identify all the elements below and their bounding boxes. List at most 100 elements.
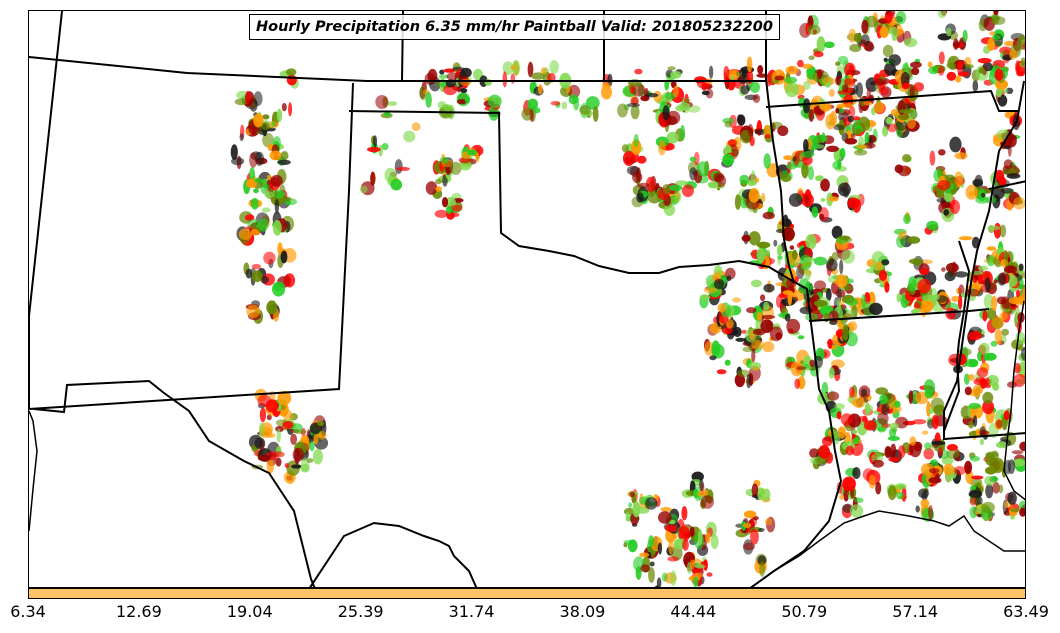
texas-rio-grande [309, 521, 478, 587]
paintball-blob [863, 420, 877, 431]
paintball-blob [713, 278, 725, 290]
paintball-blob [985, 451, 999, 458]
paintball-blob [991, 475, 998, 482]
paintball-blob [859, 97, 866, 107]
paintball-blob [777, 255, 783, 260]
paintball-blob [978, 67, 985, 74]
paintball-blob [789, 245, 795, 251]
map-panel [28, 10, 1026, 588]
paintball-blob [694, 564, 706, 569]
paintball-blob [763, 283, 775, 293]
paintball-blob [846, 298, 859, 306]
map-canvas [29, 11, 1025, 587]
paintball-blob [678, 526, 691, 542]
paintball-blob [1019, 441, 1025, 452]
paintball-blob [993, 279, 998, 284]
paintball-blob [550, 101, 561, 106]
paintball-blob [262, 114, 270, 120]
paintball-blob [274, 199, 280, 214]
paintball-blob [309, 440, 315, 452]
paintball-blob [751, 348, 756, 363]
paintball-blob [943, 193, 954, 202]
paintball-blob [875, 481, 882, 495]
paintball-blob [981, 501, 995, 514]
paintball-blob [896, 292, 901, 303]
paintball-blob [266, 414, 272, 421]
paintball-blob [723, 65, 730, 81]
paintball-blob [284, 273, 296, 288]
paintball-blob [836, 103, 845, 109]
paintball-blob [839, 259, 844, 275]
paintball-blob [396, 166, 410, 171]
colorbar-tick-label: 6.34 [10, 602, 46, 621]
paintball-blob [439, 69, 445, 75]
paintball-blob [879, 26, 889, 38]
paintball-blob [928, 408, 934, 414]
paintball-blob [692, 575, 699, 587]
paintball-blob [689, 559, 695, 570]
paintball-blob [443, 68, 456, 73]
paintball-blob [717, 303, 727, 313]
paintball-blob [785, 82, 799, 98]
paintball-blob [838, 235, 851, 241]
colorbar [28, 588, 1026, 599]
paintball-blob [708, 65, 714, 79]
paintball-blob [879, 394, 888, 405]
paintball-blob [774, 75, 785, 81]
paintball-blob [627, 539, 638, 553]
paintball-blob [801, 150, 815, 158]
paintball-blob [689, 526, 695, 537]
paintball-blob [254, 178, 265, 183]
paintball-blob [785, 65, 799, 75]
paintball-blob [973, 378, 985, 386]
paintball-blob [953, 465, 966, 476]
paintball-blob [844, 138, 858, 145]
paintball-blob [1000, 187, 1014, 194]
paintball-blob [733, 326, 742, 338]
paintball-blob [982, 400, 995, 415]
paintball-blob [722, 153, 735, 167]
paintball-blob [911, 309, 919, 314]
paintball-blob [631, 139, 642, 155]
paintball-blob [277, 242, 283, 256]
paintball-blob [281, 103, 287, 112]
paintball-blob [850, 70, 861, 76]
paintball-blob [640, 564, 650, 573]
paintball-blob [849, 504, 864, 518]
paintball-blob [955, 75, 962, 83]
paintball-blob [250, 197, 259, 210]
paintball-blob [803, 138, 809, 152]
paintball-blob [826, 258, 838, 272]
paintball-blob [756, 241, 771, 249]
paintball-blob [928, 505, 934, 521]
paintball-blob [634, 68, 643, 75]
paintball-blob [896, 491, 905, 500]
paintball-blob [889, 422, 899, 430]
paintball-blob [783, 231, 791, 237]
paintball-blob [290, 433, 297, 445]
paintball-blob [989, 31, 996, 36]
paintball-blob [752, 94, 761, 103]
missouri-right [943, 80, 1025, 441]
paintball-blob [903, 213, 911, 225]
paintball-blob [909, 436, 917, 446]
paintball-blob [972, 385, 981, 398]
tennessee-line [988, 180, 1025, 190]
paintball-blob [746, 373, 752, 389]
paintball-blob [467, 149, 478, 156]
paintball-blob [664, 92, 676, 100]
paintball-blob [475, 152, 480, 162]
paintball-blob [995, 87, 1003, 98]
paintball-blob [924, 388, 934, 399]
paintball-blob [922, 294, 935, 302]
paintball-blob [427, 68, 438, 84]
paintball-blob [668, 539, 674, 555]
paintball-blob [861, 388, 867, 397]
paintball-blob [845, 445, 855, 456]
paintball-blob [853, 117, 861, 131]
paintball-blob [923, 448, 934, 460]
paintball-blob [807, 138, 813, 150]
paintball-blob [999, 312, 1008, 321]
paintball-blob [884, 446, 892, 458]
paintball-blob [627, 102, 640, 108]
